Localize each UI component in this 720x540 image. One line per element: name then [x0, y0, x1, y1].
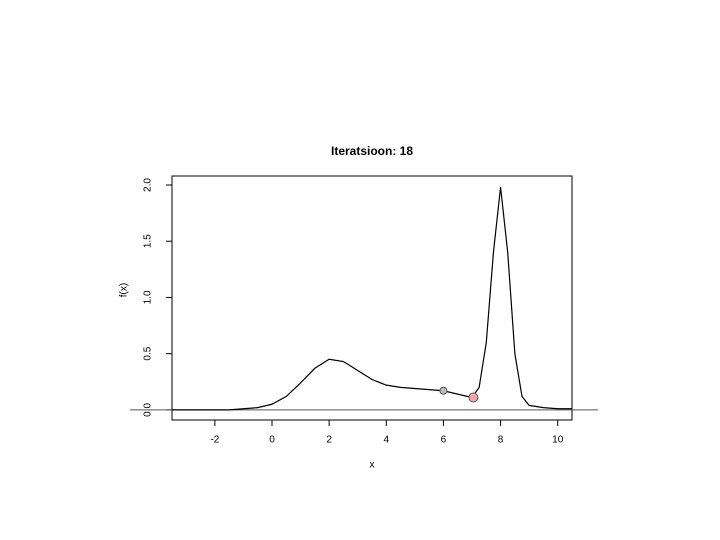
x-tick-label: 6 — [441, 435, 447, 446]
chart-title: Iteratsioon: 18 — [331, 144, 413, 158]
point — [439, 386, 448, 395]
x-tick-label: -2 — [210, 435, 219, 446]
y-axis-label: f(x) — [119, 283, 130, 297]
x-axis-label: x — [370, 460, 375, 471]
x-tick-label: 10 — [552, 435, 564, 446]
y-tick-label: 1.0 — [143, 290, 154, 304]
curve — [172, 187, 572, 411]
y-tick-label: 0.5 — [143, 346, 154, 360]
y-tick-label: 1.5 — [143, 234, 154, 248]
x-tick-label: 4 — [384, 435, 390, 446]
plot-frame — [171, 175, 573, 421]
x-tick-label: 2 — [326, 435, 332, 446]
x-tick-label: 8 — [498, 435, 504, 446]
y-tick-label: 2.0 — [143, 178, 154, 192]
x-tick-label: 0 — [269, 435, 275, 446]
point — [468, 392, 479, 403]
